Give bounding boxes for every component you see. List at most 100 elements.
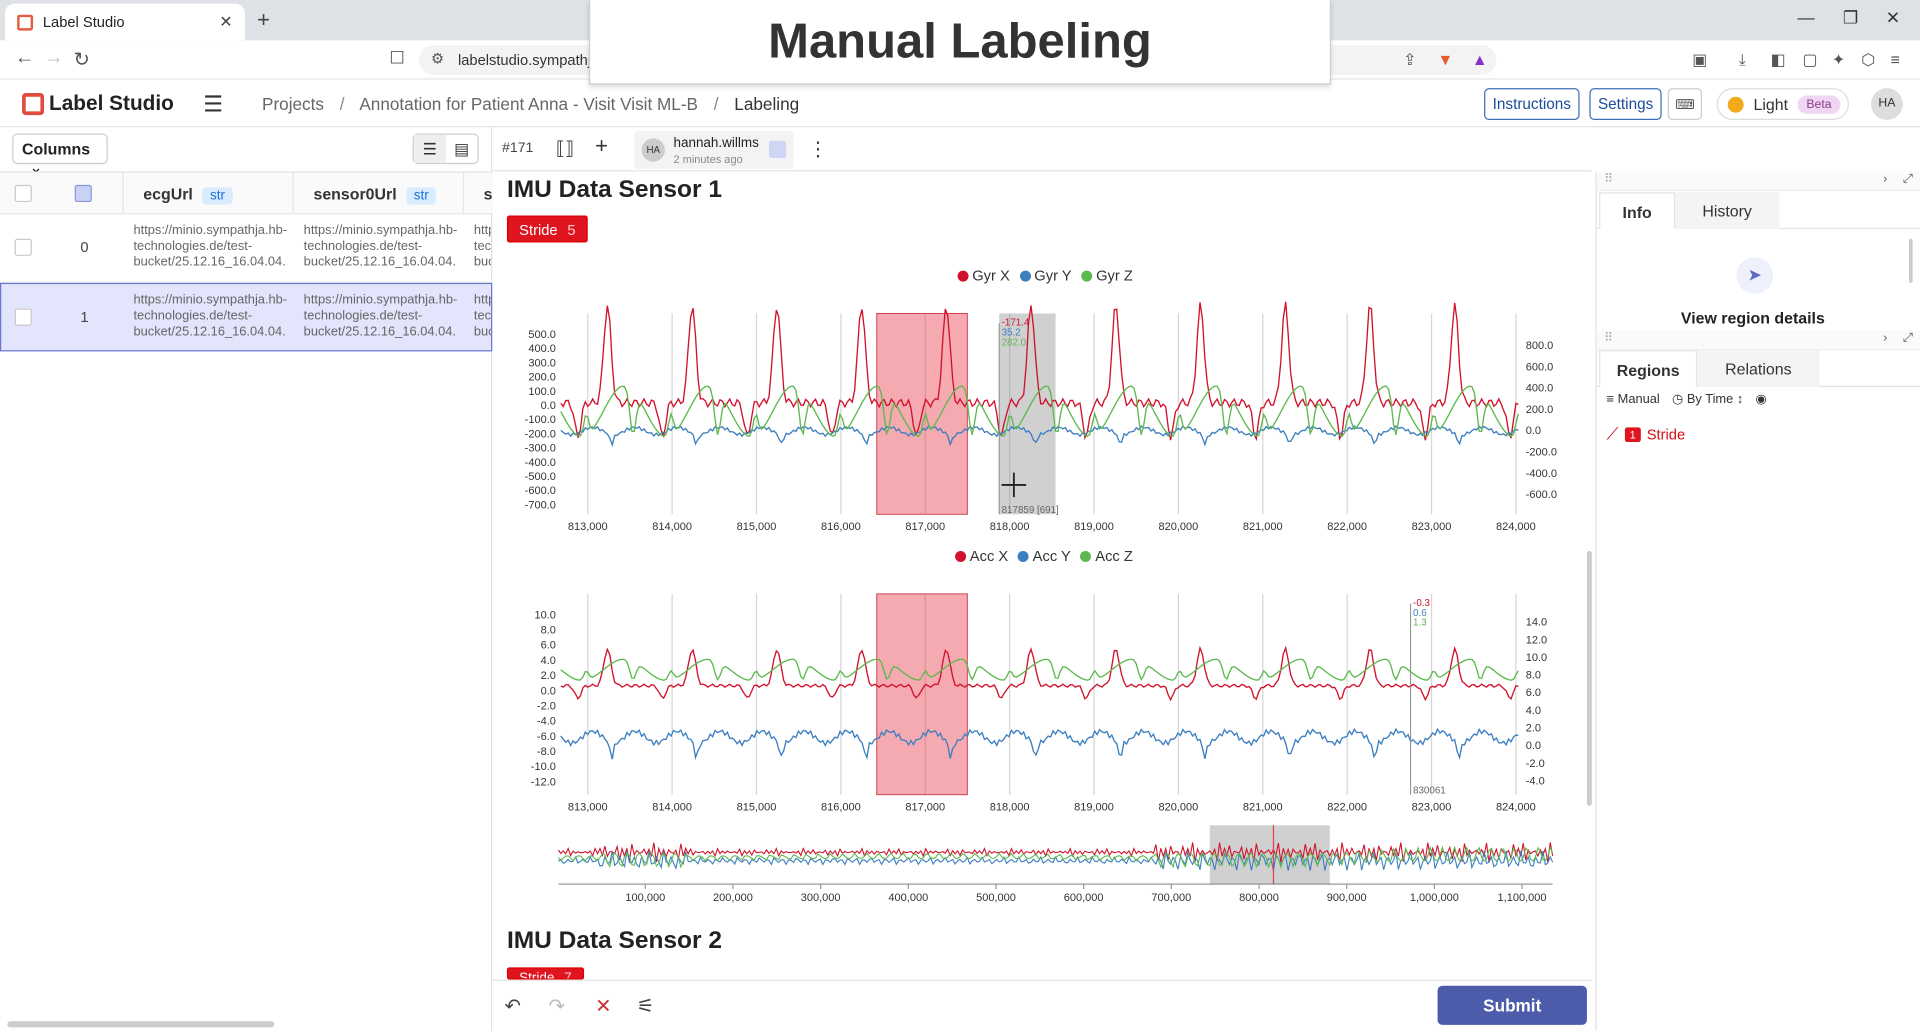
annotator-name: hannah.willms	[673, 135, 759, 151]
theme-toggle[interactable]: Light Beta	[1716, 88, 1849, 121]
list-view-icon[interactable]: ☰	[413, 134, 446, 163]
y-tick-label-right: 6.0	[1526, 687, 1541, 699]
logo-text: Label Studio	[48, 91, 174, 116]
label-name: Stride	[519, 971, 555, 980]
y-tick-label-right: 800.0	[1526, 340, 1554, 352]
more-options-icon[interactable]: ⋮	[808, 139, 828, 161]
table-row[interactable]: 0 https://minio.sympathja.hb-technologie…	[0, 214, 493, 283]
overview-series-1	[557, 842, 1554, 863]
column-header-truncated[interactable]: s	[483, 184, 493, 204]
stride-region	[876, 593, 968, 796]
manual-order-button[interactable]: ≡ Manual	[1607, 392, 1660, 407]
annotation-settings-icon[interactable]: ⚟	[636, 996, 655, 1018]
drag-handle-icon[interactable]: ⠿	[1604, 172, 1614, 187]
y-tick-label: 400.0	[528, 343, 556, 355]
bookmark-icon[interactable]: ☐	[389, 47, 405, 68]
region-item[interactable]: ⟋ 1 Stride	[1607, 424, 1686, 445]
legend-item[interactable]: Gyr Y	[1019, 267, 1072, 284]
reset-icon[interactable]: ✕	[595, 996, 612, 1018]
x-tick-label: 819,000	[1074, 802, 1114, 814]
leo-icon[interactable]: ✦	[1831, 50, 1846, 69]
row-checkbox[interactable]	[14, 238, 32, 256]
columns-button[interactable]: Columns ⌄	[12, 133, 108, 176]
label-studio-logo[interactable]: Label Studio	[22, 92, 174, 116]
download-icon[interactable]: ⤓	[1738, 50, 1746, 69]
breadcrumb-projects[interactable]: Projects	[262, 94, 324, 114]
rewards-icon[interactable]: ▲	[1471, 50, 1488, 69]
legend-item[interactable]: Gyr X	[957, 267, 1010, 284]
y-tick-label: -400.0	[525, 457, 556, 469]
site-info-icon[interactable]: ⚙	[431, 50, 445, 68]
close-tab-icon[interactable]: ✕	[219, 12, 233, 31]
instructions-button[interactable]: Instructions	[1484, 88, 1580, 121]
browser-tab[interactable]: Label Studio ✕	[4, 3, 245, 41]
legend-item[interactable]: Gyr Z	[1081, 267, 1133, 284]
y-tick-label-right: 400.0	[1526, 383, 1554, 395]
view-toggle: ☰ ▤	[412, 133, 479, 165]
row-checkbox[interactable]	[14, 308, 32, 326]
back-icon[interactable]: ←	[14, 47, 35, 69]
detach-icon[interactable]: ⤢	[1902, 172, 1913, 187]
detach-icon[interactable]: ⤢	[1902, 331, 1913, 346]
legend-item[interactable]: Acc X	[955, 547, 1008, 564]
keyboard-shortcuts-icon[interactable]: ⌨	[1667, 88, 1703, 121]
pip-icon[interactable]: ▣	[1692, 50, 1708, 69]
cursor-value: 0.6	[1413, 608, 1427, 619]
settings-button[interactable]: Settings	[1589, 88, 1662, 121]
eye-icon[interactable]: ◉	[1755, 391, 1767, 407]
acc-legend: Acc X Acc Y Acc Z	[955, 547, 1133, 564]
column-header-ecgurl[interactable]: ecgUrl str	[143, 185, 233, 205]
compare-icon[interactable]: ⟦⟧	[555, 138, 575, 160]
sidebar-icon[interactable]: ◧	[1770, 50, 1786, 69]
submit-button[interactable]: Submit	[1437, 985, 1587, 1025]
brave-shield-icon[interactable]: ▼	[1437, 50, 1454, 69]
overview-chart[interactable]: 100,000 200,000 300,000 400,000 500,000 600,0…	[492, 820, 1592, 908]
undo-icon[interactable]: ↶	[504, 996, 521, 1018]
breadcrumb-project[interactable]: Annotation for Patient Anna - Visit Visi…	[359, 94, 698, 114]
add-annotation-icon[interactable]: +	[595, 133, 608, 158]
info-scrollbar[interactable]	[1908, 238, 1913, 283]
breadcrumb-separator: /	[339, 94, 345, 114]
by-time-order-button[interactable]: ◷ By Time ↕	[1672, 392, 1743, 407]
gyr-chart[interactable]: 813,000 814,000 815,000 816,000 817,000 818,0…	[492, 289, 1592, 539]
tab-relations[interactable]: Relations	[1697, 350, 1820, 387]
horizontal-scrollbar[interactable]	[7, 1021, 275, 1028]
center-scrollbar[interactable]	[1586, 551, 1592, 806]
user-avatar[interactable]: HA	[1871, 88, 1903, 121]
legend-item[interactable]: Acc Z	[1080, 547, 1133, 564]
forward-icon[interactable]: →	[44, 47, 64, 69]
menu-icon[interactable]: ≡	[1890, 50, 1900, 69]
restore-icon[interactable]: ❐	[1842, 7, 1859, 27]
tab-regions[interactable]: Regions	[1599, 350, 1698, 387]
hamburger-icon[interactable]: ☰	[203, 91, 224, 117]
redo-icon[interactable]: ↷	[548, 996, 565, 1018]
close-window-icon[interactable]: ✕	[1885, 7, 1901, 27]
share-icon[interactable]: ⇪	[1403, 50, 1417, 69]
collapse-icon[interactable]: ›	[1883, 172, 1888, 187]
table-row[interactable]: 1 https://minio.sympathja.hb-technologie…	[0, 282, 493, 352]
minimize-icon[interactable]: —	[1797, 7, 1815, 27]
collapse-icon[interactable]: ›	[1883, 331, 1888, 346]
legend-item[interactable]: Acc Y	[1017, 547, 1071, 564]
stride-label-button[interactable]: Stride 5	[506, 215, 588, 243]
reload-icon[interactable]: ↻	[73, 50, 90, 72]
tab-info[interactable]: Info	[1599, 192, 1676, 229]
drag-handle-icon[interactable]: ⠿	[1604, 331, 1614, 346]
acc-chart[interactable]: 813,000 814,000 815,000 816,000 817,000 818,0…	[492, 569, 1592, 819]
new-tab-icon[interactable]: +	[257, 7, 271, 32]
y-tick-label: -200.0	[525, 428, 556, 440]
column-selector-icon[interactable]	[74, 184, 92, 203]
annotation-type-icon	[768, 140, 787, 158]
wallet-icon[interactable]: ▢	[1802, 50, 1818, 69]
column-header-sensor0url[interactable]: sensor0Url str	[313, 185, 437, 205]
tab-history[interactable]: History	[1675, 192, 1780, 229]
annotation-tab[interactable]: HA hannah.willms 2 minutes ago	[634, 131, 794, 169]
x-tick-label: 822,000	[1327, 521, 1367, 533]
vpn-icon[interactable]: ⬡	[1861, 50, 1876, 69]
select-all-checkbox[interactable]	[14, 184, 32, 203]
y-tick-label: -8.0	[537, 746, 556, 758]
details-panel: ⠿ › ⤢ Info History ➤ View region details…	[1595, 171, 1920, 1032]
overview-x-tick-label: 100,000	[625, 892, 665, 904]
grid-view-icon[interactable]: ▤	[454, 139, 470, 158]
stride-label-button-sensor2[interactable]: Stride 7	[506, 967, 584, 980]
